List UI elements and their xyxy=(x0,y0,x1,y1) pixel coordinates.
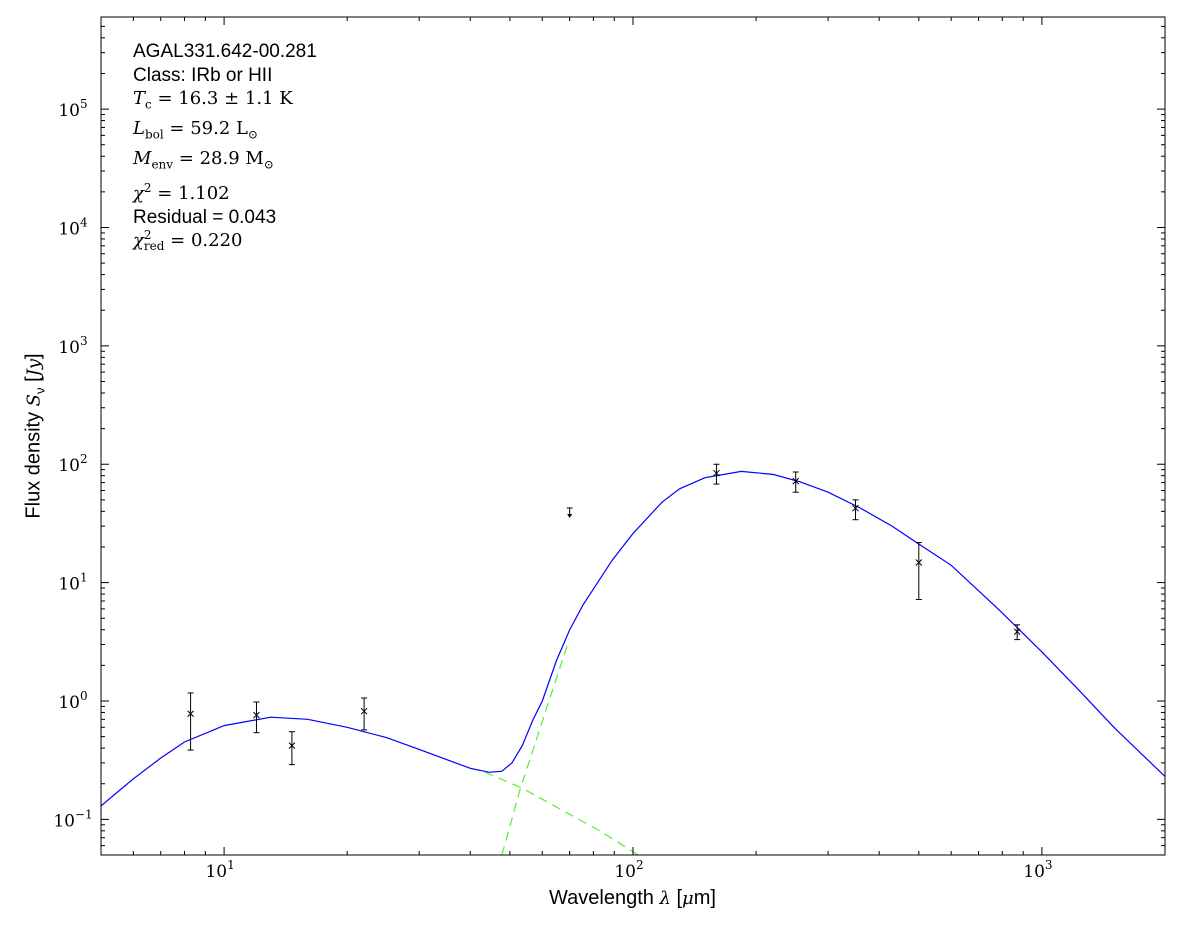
y-axis-label: Flux density Sν [Jy] xyxy=(22,353,48,519)
source-name: AGAL331.642-00.281 xyxy=(133,41,317,62)
luminosity: Lbol = 59.2 L⊙ xyxy=(133,118,259,142)
fit-annotations: AGAL331.642-00.281 Class: IRb or HII Tc … xyxy=(133,40,317,253)
cold-component-curve xyxy=(501,639,570,855)
y-tick-label: 104 xyxy=(58,215,88,239)
y-tick-label: 100 xyxy=(58,689,87,713)
data-point-marker xyxy=(852,504,859,512)
x-tick-label: 103 xyxy=(1023,858,1052,882)
total-model-curve xyxy=(101,470,1165,807)
envelope-mass: Menv = 28.9 M⊙ xyxy=(133,148,274,172)
data-point-marker xyxy=(288,742,296,749)
upper-limit-arrow xyxy=(567,513,573,518)
residual: Residual = 0.043 xyxy=(133,206,277,228)
y-tick-label: 101 xyxy=(58,571,87,595)
chi-squared: χ2 = 1.102 xyxy=(133,181,230,205)
warm-component-curve xyxy=(470,767,639,855)
y-tick-label: 10−1 xyxy=(53,807,92,831)
y-tick-label: 105 xyxy=(58,97,87,121)
temperature: Tc = 16.3 ± 1.1 K xyxy=(133,88,293,112)
x-axis-label: Wavelength λ [μm] xyxy=(549,887,716,909)
data-point-marker xyxy=(1013,628,1021,636)
reduced-chi-squared: χ 2 red = 0.220 xyxy=(133,228,243,254)
data-point-marker xyxy=(915,559,923,566)
y-tick-label: 103 xyxy=(58,334,87,358)
x-tick-label: 102 xyxy=(614,858,643,882)
data-point-marker xyxy=(253,711,260,719)
x-tick-label: 101 xyxy=(205,858,234,882)
data-point-marker xyxy=(360,707,368,715)
data-point-marker xyxy=(792,477,800,485)
source-class: Class: IRb or HII xyxy=(133,64,273,86)
data-point-marker xyxy=(713,469,720,477)
data-point-marker xyxy=(187,710,194,718)
y-tick-label: 102 xyxy=(58,452,87,476)
